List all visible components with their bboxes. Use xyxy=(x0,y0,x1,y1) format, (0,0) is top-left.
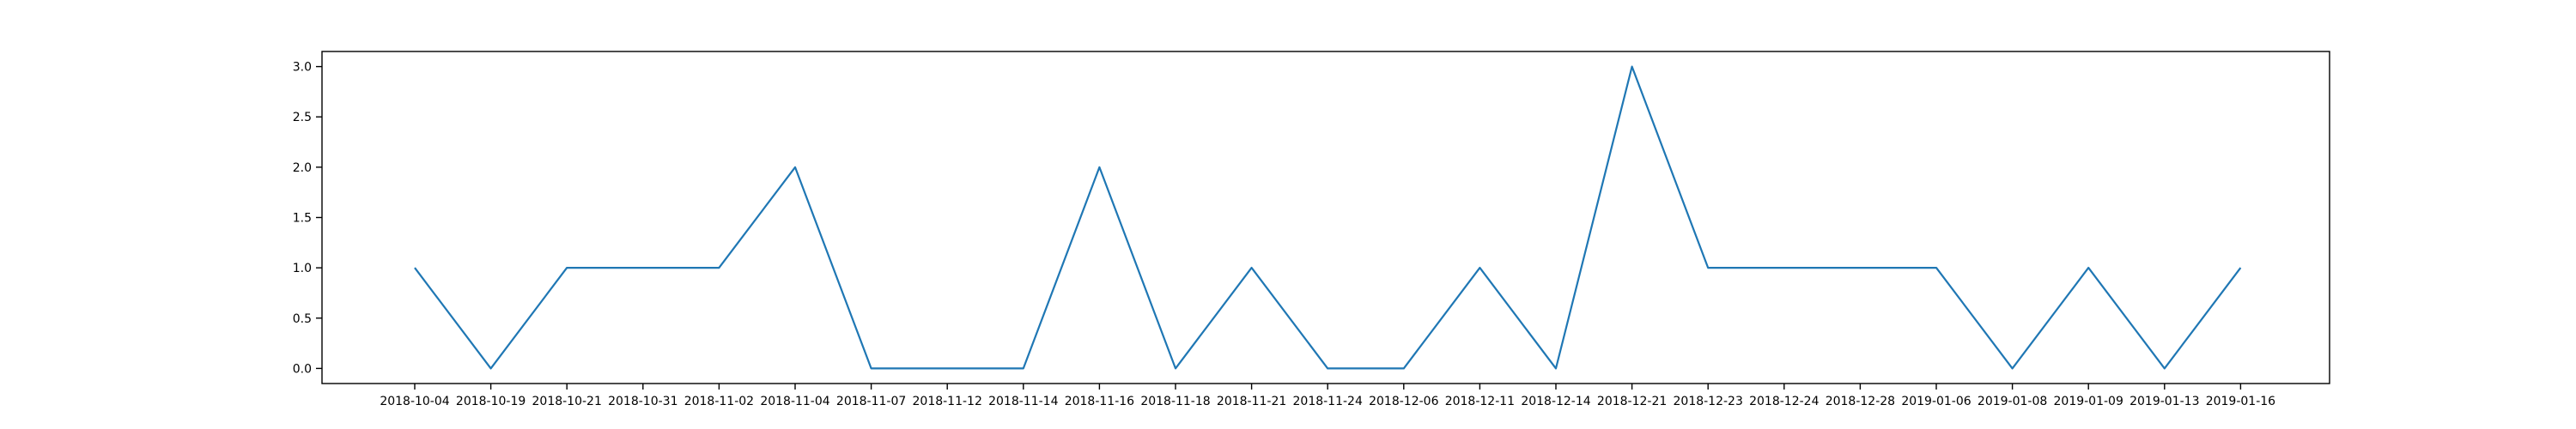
x-tick-label: 2018-10-31 xyxy=(608,395,677,408)
x-tick-label: 2018-10-21 xyxy=(532,395,602,408)
x-tick-label: 2018-12-21 xyxy=(1597,395,1667,408)
x-tick-label: 2018-10-04 xyxy=(380,395,449,408)
y-tick-label: 1.0 xyxy=(293,262,312,275)
y-tick-label: 0.5 xyxy=(293,312,312,326)
x-tick-label: 2018-12-14 xyxy=(1521,395,1590,408)
y-tick-label: 1.5 xyxy=(293,212,312,226)
x-tick-label: 2018-12-11 xyxy=(1445,395,1515,408)
x-tick-label: 2018-12-06 xyxy=(1369,395,1438,408)
x-tick-label: 2018-11-21 xyxy=(1217,395,1286,408)
x-tick-label: 2018-12-23 xyxy=(1674,395,1743,408)
x-axis: 2018-10-04 2018-10-19 2018-10-21 2018-10-31… xyxy=(380,384,2275,408)
y-tick-label: 2.0 xyxy=(293,161,312,175)
x-tick-label: 2018-11-04 xyxy=(760,395,829,408)
x-tick-label: 2018-10-19 xyxy=(456,395,526,408)
y-tick-label: 3.0 xyxy=(293,61,312,75)
y-axis: 0.0 0.5 1.0 1.5 2.0 2.5 3.0 xyxy=(293,61,322,376)
x-tick-label: 2019-01-13 xyxy=(2129,395,2199,408)
x-tick-label: 2019-01-16 xyxy=(2206,395,2275,408)
x-tick-label: 2018-11-18 xyxy=(1140,395,1210,408)
x-tick-label: 2018-11-07 xyxy=(836,395,906,408)
y-tick-label: 0.0 xyxy=(293,362,312,376)
x-tick-label: 2018-11-14 xyxy=(988,395,1058,408)
x-tick-label: 2019-01-06 xyxy=(1901,395,1971,408)
series-line xyxy=(414,65,2242,370)
x-tick-label: 2018-12-28 xyxy=(1826,395,1895,408)
x-tick-label: 2019-01-09 xyxy=(2054,395,2123,408)
x-tick-label: 2018-11-12 xyxy=(913,395,982,408)
x-tick-label: 2018-12-24 xyxy=(1749,395,1819,408)
x-tick-label: 2018-11-24 xyxy=(1293,395,1363,408)
x-tick-label: 2018-11-16 xyxy=(1065,395,1134,408)
y-tick-label: 2.5 xyxy=(293,111,312,124)
x-tick-label: 2019-01-08 xyxy=(1978,395,2047,408)
plot-area-frame xyxy=(321,51,2330,384)
x-tick-label: 2018-11-02 xyxy=(684,395,754,408)
